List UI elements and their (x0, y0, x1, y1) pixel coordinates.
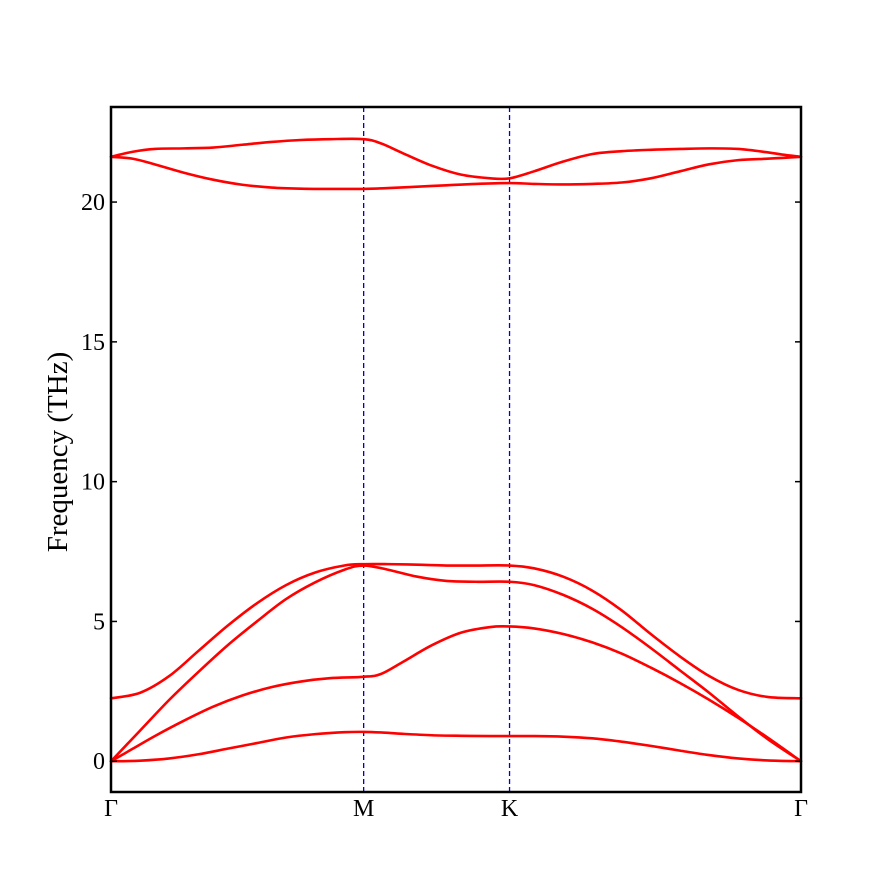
band-line-5 (109, 155, 803, 191)
y-tick-label: 10 (81, 470, 105, 496)
band-line-1 (109, 730, 803, 763)
y-axis-label: Frequency (THz) (42, 352, 74, 553)
band-line-2 (109, 624, 803, 763)
y-axis-ticks: 0 5 10 15 20 (81, 190, 801, 775)
band-line-6 (109, 137, 803, 181)
x-tick-label: M (353, 796, 374, 822)
plot-frame (109, 105, 803, 794)
x-tick-label: Γ (104, 796, 118, 822)
y-tick-label: 0 (93, 749, 105, 775)
band-lines (109, 137, 803, 763)
y-tick-label: 20 (81, 190, 105, 216)
y-tick-label: 15 (81, 330, 105, 356)
x-tick-label: Γ (794, 796, 808, 822)
y-tick-label: 5 (93, 609, 105, 635)
x-tick-label: K (501, 796, 519, 822)
band-line-3 (109, 564, 803, 763)
high-symmetry-lines (363, 107, 511, 792)
band-line-4 (109, 562, 803, 700)
